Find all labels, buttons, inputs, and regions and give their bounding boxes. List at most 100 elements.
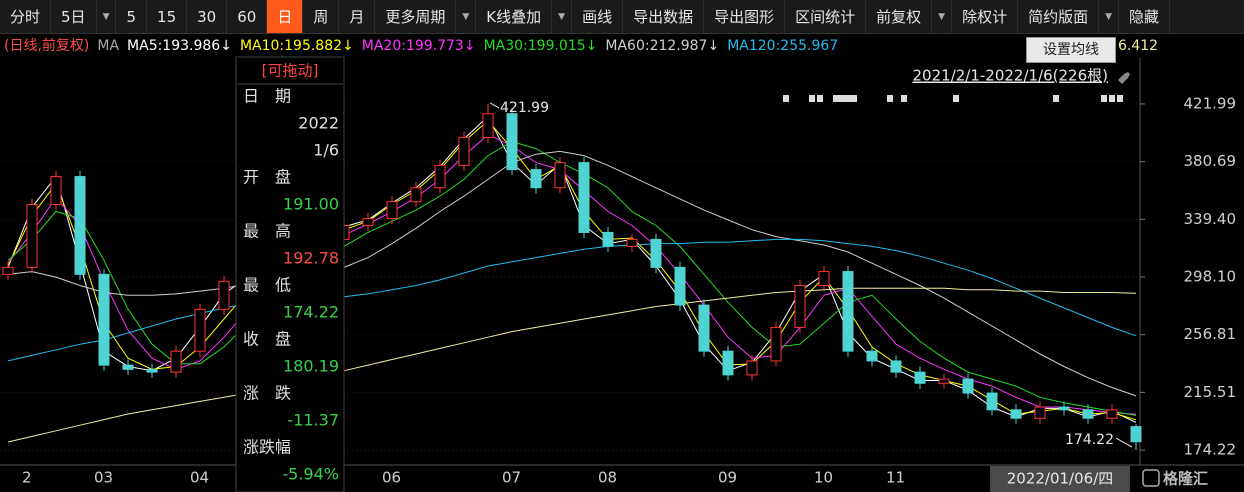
y-tick-label: 380.69 bbox=[1184, 152, 1237, 170]
event-marker bbox=[783, 95, 789, 102]
ma250-legend: 6.412 bbox=[1118, 38, 1159, 54]
toolbar-button[interactable]: 周 bbox=[303, 0, 340, 33]
tooltip-bg bbox=[235, 56, 345, 492]
legend-ma: MA bbox=[97, 38, 120, 54]
tooltip-row: 191.00 bbox=[283, 195, 339, 214]
x-tick-label: 04 bbox=[190, 469, 209, 487]
candle-body bbox=[938, 378, 950, 384]
candle-body bbox=[914, 371, 926, 384]
ma-legend: (日线,前复权) MA MA5:193.986↓ MA10:195.882↓ MA20:… bbox=[4, 36, 838, 56]
legend-entry: MA10:195.882↓ bbox=[239, 38, 354, 54]
tooltip-row: 涨 跌 bbox=[243, 384, 291, 403]
candle-body bbox=[626, 238, 638, 247]
y-tick-label: 174.22 bbox=[1184, 441, 1237, 459]
tooltip-row: 最 低 bbox=[243, 276, 291, 295]
legend-entry: MA120:255.967 bbox=[727, 38, 839, 54]
event-marker bbox=[901, 95, 907, 102]
x-tick-label: 08 bbox=[598, 469, 617, 487]
toolbar-button[interactable]: 前复权 bbox=[866, 0, 933, 33]
x-tick-label: 03 bbox=[94, 469, 113, 487]
candle-body bbox=[194, 308, 206, 352]
x-tick-label: 09 bbox=[718, 469, 737, 487]
toolbar-button[interactable]: 画线 bbox=[572, 0, 624, 33]
candle-body bbox=[170, 350, 182, 373]
toolbar-button[interactable]: ▼ bbox=[97, 0, 117, 33]
toolbar-button[interactable]: 简约版面 bbox=[1018, 0, 1100, 33]
event-marker bbox=[953, 95, 959, 102]
event-marker bbox=[817, 95, 823, 102]
toolbar-button[interactable]: 5日 bbox=[51, 0, 97, 33]
candle-body bbox=[1130, 426, 1142, 443]
toolbar-button[interactable]: 15 bbox=[147, 0, 188, 33]
candle-body bbox=[650, 238, 662, 268]
toolbar-button[interactable]: 5 bbox=[116, 0, 148, 33]
tooltip-panel: [可拖动] 日 期 2022 1/6 开 盘 191.00 最 高 192.78 最 低 174.… bbox=[235, 56, 345, 492]
pin-icon bbox=[1118, 72, 1130, 84]
toolbar-button[interactable]: K线叠加 bbox=[476, 0, 553, 33]
y-tick-label: 256.81 bbox=[1184, 325, 1237, 343]
tooltip-row: 日 期 bbox=[243, 87, 291, 106]
tooltip-row: 涨跌幅 bbox=[243, 438, 291, 457]
event-marker bbox=[1117, 95, 1123, 102]
toolbar-button[interactable]: 隐藏 bbox=[1119, 0, 1171, 33]
toolbar-button[interactable]: 分时 bbox=[0, 0, 52, 33]
ma-line bbox=[7, 150, 1137, 397]
tooltip-title-bg bbox=[237, 58, 343, 84]
toolbar-button[interactable]: 区间统计 bbox=[785, 0, 867, 33]
annotation-arrow bbox=[1115, 437, 1133, 448]
y-tick-label: 421.99 bbox=[1184, 94, 1237, 112]
y-tick-label: 298.10 bbox=[1184, 268, 1237, 286]
candle-body bbox=[74, 176, 86, 275]
annotation-arrow bbox=[489, 102, 500, 109]
legend-entry: MA30:199.015↓ bbox=[483, 38, 598, 54]
candle-body bbox=[842, 271, 854, 352]
candle-body bbox=[1106, 409, 1118, 419]
candle-body bbox=[482, 113, 494, 138]
event-marker bbox=[1101, 95, 1107, 102]
high-annotation: 421.99 bbox=[500, 100, 549, 116]
tooltip-row: 收 盘 bbox=[243, 330, 291, 349]
candle-body bbox=[1010, 409, 1022, 419]
candle-body bbox=[218, 280, 230, 310]
candle-body bbox=[866, 350, 878, 362]
ma-line bbox=[7, 287, 1137, 443]
cursor-date-bg bbox=[990, 466, 1130, 492]
toolbar-button[interactable]: ▼ bbox=[456, 0, 477, 33]
x-tick-label: 06 bbox=[382, 469, 401, 487]
candle-body bbox=[434, 164, 446, 189]
x-tick-label: 2 bbox=[22, 469, 32, 487]
tooltip-row: 开 盘 bbox=[243, 168, 291, 187]
toolbar-button[interactable]: 60 bbox=[227, 0, 268, 33]
candle-body bbox=[1058, 406, 1070, 411]
toolbar-button[interactable]: 导出数据 bbox=[623, 0, 705, 33]
toolbar-button[interactable]: 月 bbox=[339, 0, 376, 33]
ma-settings-button[interactable]: 设置均线 bbox=[1026, 37, 1116, 63]
toolbar-button[interactable]: 30 bbox=[187, 0, 228, 33]
y-tick-label: 339.40 bbox=[1184, 210, 1237, 228]
x-tick-label: 07 bbox=[502, 469, 521, 487]
toolbar: 分时 5日 ▼ 5 15 30 60 日周月更多周期 ▼ K线叠加 ▼ 画线 导出数据 导出图形 区间统计前… bbox=[0, 0, 1244, 34]
tooltip-row: 174.22 bbox=[283, 303, 339, 322]
toolbar-button[interactable]: 导出图形 bbox=[704, 0, 786, 33]
candle-body bbox=[410, 187, 422, 203]
toolbar-button[interactable]: ▼ bbox=[1099, 0, 1120, 33]
toolbar-button[interactable]: ▼ bbox=[552, 0, 573, 33]
logo-icon bbox=[1142, 469, 1160, 487]
toolbar-button[interactable]: 日 bbox=[267, 0, 304, 33]
toolbar-button[interactable]: 除权计 bbox=[952, 0, 1019, 33]
candle-body bbox=[602, 231, 614, 247]
toolbar-button[interactable]: 更多周期 bbox=[375, 0, 457, 33]
candle-body bbox=[674, 266, 686, 306]
candle-body bbox=[50, 176, 62, 206]
toolbar-button[interactable]: ▼ bbox=[932, 0, 953, 33]
candle-body bbox=[794, 285, 806, 328]
candle-body bbox=[26, 204, 38, 268]
x-tick-label: 10 bbox=[814, 469, 833, 487]
x-tick-label: 11 bbox=[886, 469, 905, 487]
event-marker bbox=[1053, 95, 1059, 102]
legend-entry: MA20:199.773↓ bbox=[361, 38, 476, 54]
event-marker bbox=[851, 95, 857, 102]
legend-entry: MA5:193.986↓ bbox=[127, 38, 232, 54]
